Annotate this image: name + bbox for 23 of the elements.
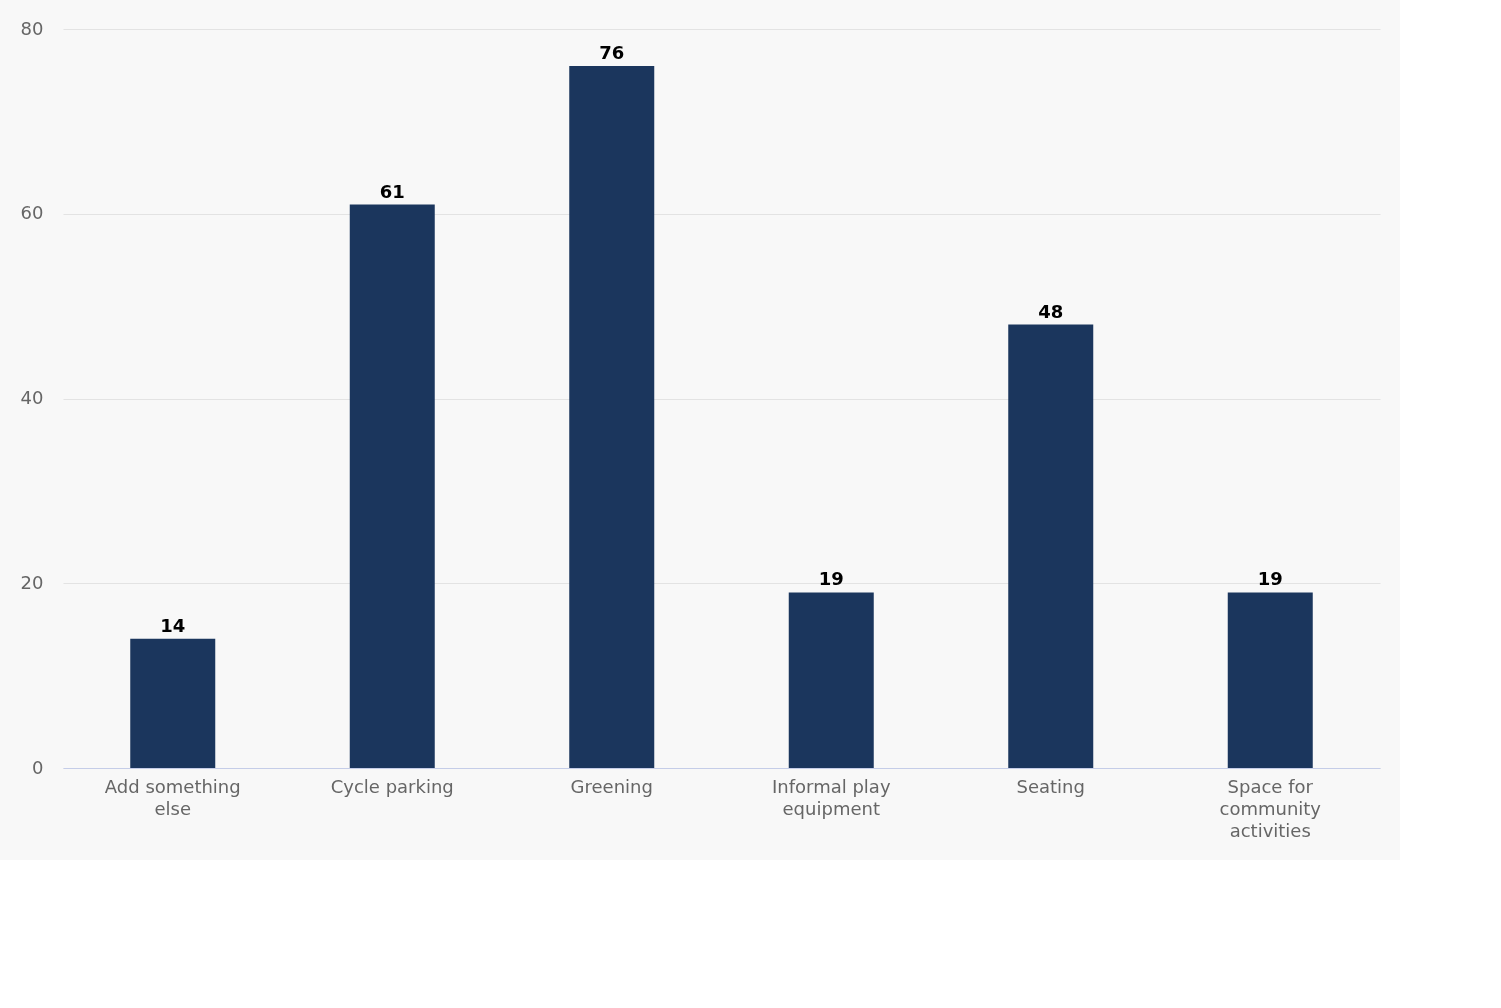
bar xyxy=(130,638,216,768)
bar xyxy=(349,204,435,768)
data-label: 48 xyxy=(1038,300,1064,322)
x-tick-label: Space for community activities xyxy=(1219,775,1322,841)
y-tick-label: 20 xyxy=(20,571,44,593)
bar xyxy=(788,592,874,768)
y-tick-label: 0 xyxy=(32,756,44,778)
x-tick-label: Informal play equipment xyxy=(771,775,891,819)
x-tick-label: Seating xyxy=(1016,775,1085,797)
data-label: 19 xyxy=(1257,568,1283,590)
data-label: 76 xyxy=(599,41,625,63)
y-tick-label: 40 xyxy=(20,387,44,408)
bar xyxy=(569,65,655,768)
data-label: 19 xyxy=(818,568,844,590)
x-tick-label: Greening xyxy=(570,775,653,797)
data-label: 14 xyxy=(160,614,186,636)
x-tick-label: Cycle parking xyxy=(330,775,454,797)
bar xyxy=(1227,592,1313,768)
y-tick-label: 60 xyxy=(20,202,44,224)
bar xyxy=(1008,324,1094,768)
y-tick-label: 80 xyxy=(20,17,44,39)
x-tick-label: Add something else xyxy=(104,775,241,819)
data-label: 61 xyxy=(379,180,405,202)
